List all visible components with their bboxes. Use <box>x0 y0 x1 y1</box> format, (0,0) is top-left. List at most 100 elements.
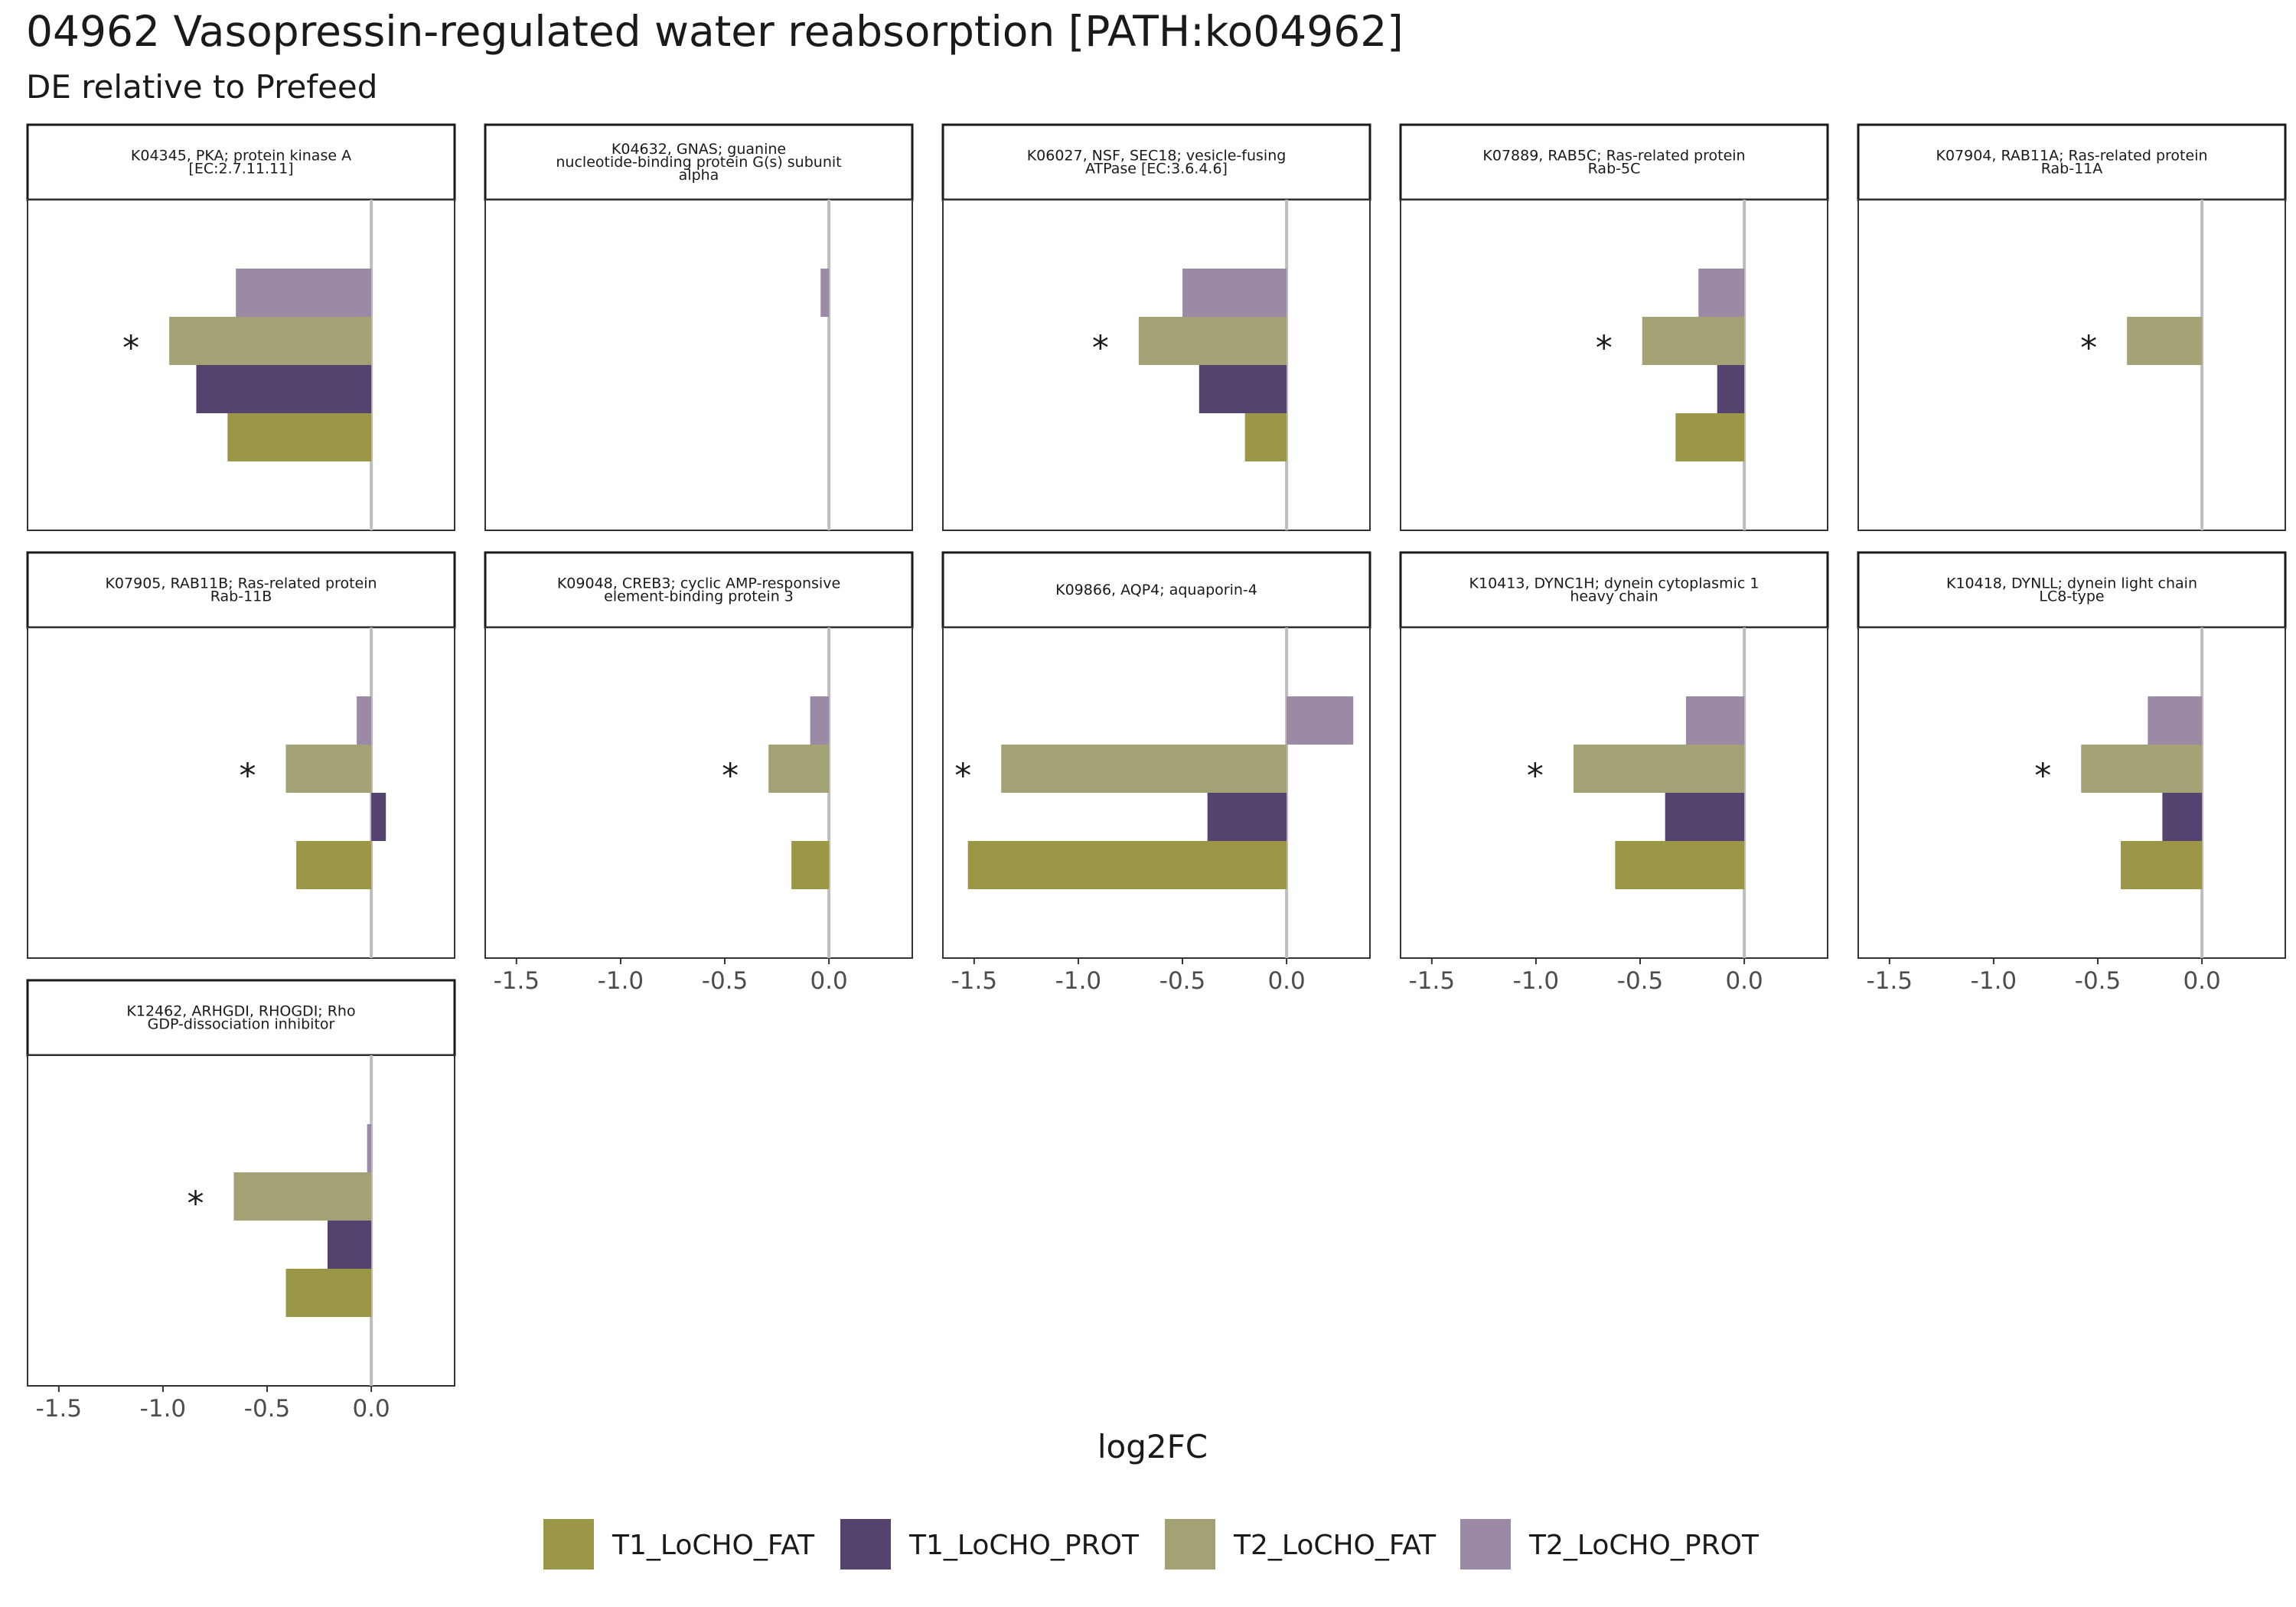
facet-panel: K09048, CREB3; cyclic AMP-responsiveelem… <box>484 551 914 959</box>
legend: T1_LoCHO_FAT T1_LoCHO_PROT T2_LoCHO_FAT T2_… <box>543 1519 1760 1570</box>
x-tick-label: -0.5 <box>2075 967 2122 995</box>
bar-t1-locho-prot <box>1665 793 1745 841</box>
bar-t1-locho-fat <box>791 841 830 889</box>
x-tick-label: 0.0 <box>1725 967 1763 995</box>
bar-t2-locho-fat <box>1642 317 1745 365</box>
facet-label: K07904, RAB11A; Ras-related protein <box>1936 148 2207 165</box>
facet-label: ATPase [EC:3.6.4.6] <box>1085 161 1228 178</box>
bar-t1-locho-fat <box>1675 413 1745 461</box>
x-tick-label: -1.5 <box>36 1395 83 1423</box>
facet-label: heavy chain <box>1570 588 1658 605</box>
x-tick-label: -1.0 <box>1513 967 1560 995</box>
bar-t1-locho-prot <box>2162 793 2203 841</box>
bar-t1-locho-fat <box>227 413 372 461</box>
facet-panel: K12462, ARHGDI, RHOGDI; RhoGDP-dissociat… <box>26 979 456 1387</box>
legend-swatch <box>543 1519 594 1570</box>
facet-label: nucleotide-binding protein G(s) subunit <box>556 154 841 171</box>
legend-label: T2_LoCHO_FAT <box>1233 1530 1437 1561</box>
facet-strip <box>1857 551 2287 629</box>
significance-marker: * <box>2034 757 2051 796</box>
facet-strip <box>941 551 1371 629</box>
facet-label: K04632, GNAS; guanine <box>612 141 786 158</box>
facet-panel: K10418, DYNLL; dynein light chainLC8-typ… <box>1857 551 2287 959</box>
bar-t2-locho-fat <box>1138 317 1287 365</box>
facet-panel: K10413, DYNC1H; dynein cytoplasmic 1heav… <box>1399 551 1829 959</box>
chart-subtitle: DE relative to Prefeed <box>26 68 377 106</box>
facet-panel: K07905, RAB11B; Ras-related proteinRab-1… <box>26 551 456 959</box>
bar-t2-locho-prot <box>357 696 372 745</box>
bar-t2-locho-prot <box>810 696 830 745</box>
legend-item: T2_LoCHO_PROT <box>1460 1519 1760 1570</box>
x-axis: -1.5 -1.0 -0.5 0.0 <box>494 958 848 995</box>
bar-t2-locho-fat <box>233 1172 372 1221</box>
significance-marker: * <box>954 757 971 796</box>
facet-label: K12462, ARHGDI, RHOGDI; Rho <box>126 1003 355 1020</box>
legend-label: T1_LoCHO_FAT <box>612 1530 815 1561</box>
facet-label: K06027, NSF, SEC18; vesicle-fusing <box>1027 148 1287 165</box>
x-axis: -1.5 -1.0 -0.5 0.0 <box>36 1386 390 1423</box>
x-tick-label: -1.5 <box>494 967 540 995</box>
x-tick-label: -1.5 <box>951 967 998 995</box>
facet-strip <box>484 551 914 629</box>
x-tick-label: -1.0 <box>140 1395 187 1423</box>
x-tick-label: -1.5 <box>1409 967 1456 995</box>
x-tick-label: 0.0 <box>2183 967 2220 995</box>
bar-t2-locho-prot <box>1182 269 1287 317</box>
x-tick-label: 0.0 <box>1267 967 1305 995</box>
bar-t1-locho-prot <box>1199 365 1287 413</box>
bar-t2-locho-prot <box>367 1124 372 1172</box>
legend-swatch <box>1460 1519 1511 1570</box>
bar-t2-locho-fat <box>1573 745 1745 793</box>
x-axis: -1.5 -1.0 -0.5 0.0 <box>1867 958 2221 995</box>
facet-strip <box>941 123 1371 201</box>
bar-t1-locho-fat <box>1244 413 1287 461</box>
bar-t2-locho-fat <box>1001 745 1287 793</box>
significance-marker: * <box>240 757 256 796</box>
x-tick-label: -0.5 <box>244 1395 291 1423</box>
facet-label: K09048, CREB3; cyclic AMP-responsive <box>557 575 840 592</box>
facet-label: Rab-5C <box>1588 161 1641 178</box>
bar-t1-locho-fat <box>2120 841 2203 889</box>
facet-strip <box>1857 123 2287 201</box>
bar-t1-locho-prot <box>1207 793 1287 841</box>
x-axis: -1.5 -1.0 -0.5 0.0 <box>951 958 1306 995</box>
facet-label: GDP-dissociation inhibitor <box>148 1016 335 1033</box>
x-tick-label: -1.5 <box>1867 967 1913 995</box>
bar-t2-locho-fat <box>285 745 372 793</box>
facet-label: element-binding protein 3 <box>604 588 794 605</box>
significance-marker: * <box>1596 329 1613 368</box>
x-tick-label: -0.5 <box>702 967 748 995</box>
bar-t1-locho-fat <box>967 841 1287 889</box>
bar-t1-locho-prot <box>196 365 372 413</box>
significance-marker: * <box>1092 329 1109 368</box>
significance-marker: * <box>1527 757 1544 796</box>
bar-t1-locho-prot <box>327 1221 372 1269</box>
bar-t1-locho-prot <box>1717 365 1745 413</box>
facet-strip <box>26 123 456 201</box>
facet-label: Rab-11B <box>210 588 272 605</box>
significance-marker: * <box>187 1185 204 1224</box>
facet-label: alpha <box>679 167 719 184</box>
x-tick-label: -0.5 <box>1159 967 1206 995</box>
facet-label: K10413, DYNC1H; dynein cytoplasmic 1 <box>1469 575 1760 592</box>
bar-t2-locho-prot <box>1698 269 1745 317</box>
x-tick-label: -1.0 <box>1971 967 2017 995</box>
panel-background <box>1857 199 2286 531</box>
facet-panel: K09866, AQP4; aquaporin-4 * <box>941 551 1371 959</box>
bar-t2-locho-fat <box>169 317 372 365</box>
facet-label: K09866, AQP4; aquaporin-4 <box>1055 582 1257 598</box>
significance-marker: * <box>722 757 739 796</box>
panel-background <box>484 199 913 531</box>
legend-label: T1_LoCHO_PROT <box>908 1530 1140 1561</box>
bar-t2-locho-prot <box>1287 696 1354 745</box>
facet-label: K07905, RAB11B; Ras-related protein <box>105 575 377 592</box>
facet-label: K10418, DYNLL; dynein light chain <box>1946 575 2197 592</box>
facet-strip <box>26 979 456 1057</box>
facet-strip <box>484 123 914 201</box>
facet-panel: K04345, PKA; protein kinase A[EC:2.7.11.… <box>26 123 456 531</box>
panel-background <box>484 627 913 959</box>
bar-t2-locho-prot <box>2148 696 2203 745</box>
x-axis-title: log2FC <box>1097 1428 1208 1465</box>
x-tick-label: -1.0 <box>598 967 644 995</box>
